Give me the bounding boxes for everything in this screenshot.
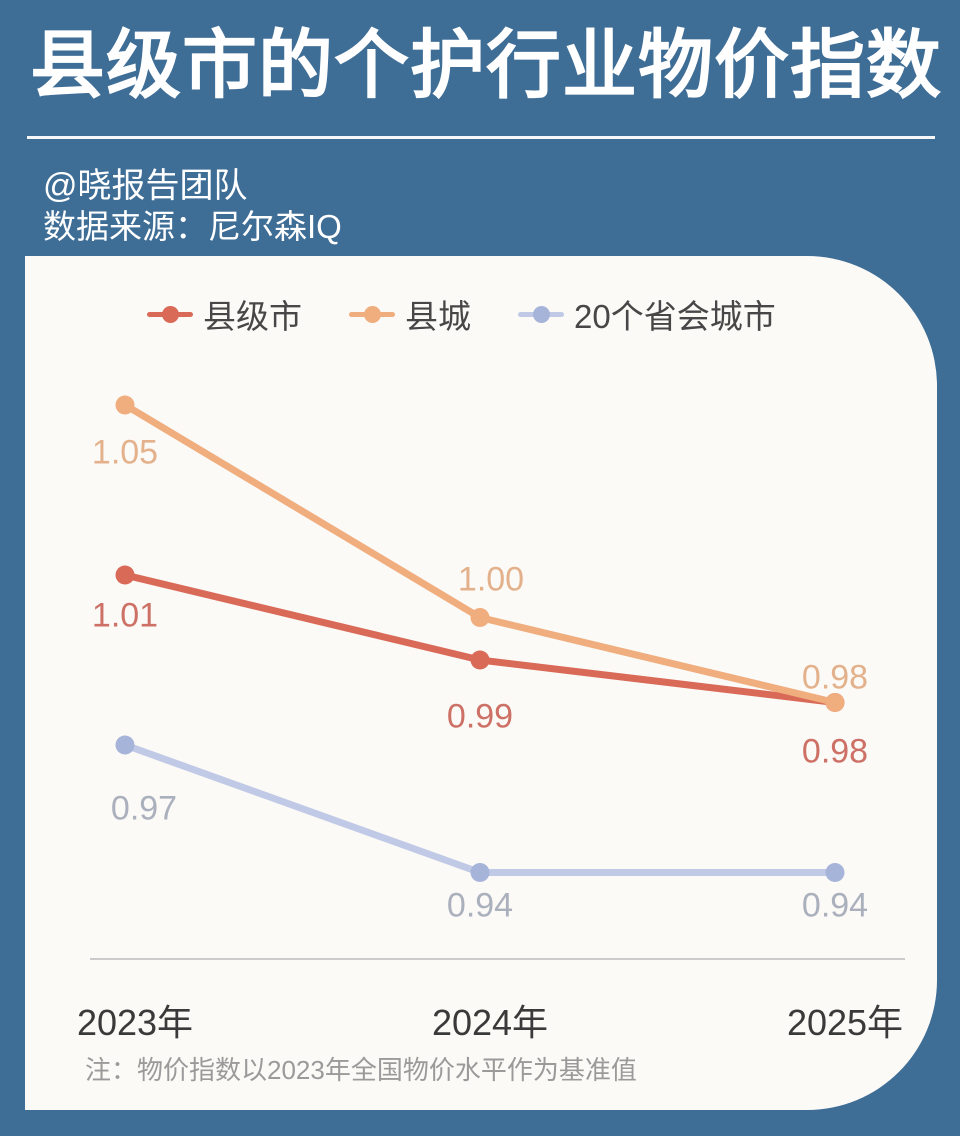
title-divider	[27, 136, 935, 139]
legend-label: 县级市	[203, 298, 302, 335]
x-tick-label-2: 2025年	[786, 1002, 904, 1043]
value-label-county-town-2: 0.98	[801, 658, 869, 696]
data-point-county-level-city-1	[470, 650, 490, 670]
legend-label: 县城	[405, 298, 471, 335]
legend-item-county-town: 县城	[349, 290, 471, 338]
data-point-capital-cities-1	[470, 863, 490, 882]
legend-label: 20个省会城市	[574, 298, 776, 335]
legend-item-county-level-city: 县级市	[147, 290, 302, 338]
data-point-county-level-city-0	[115, 565, 135, 585]
value-label-county-town-1: 1.00	[457, 560, 525, 598]
page-title: 县级市的个护行业物价指数	[30, 23, 943, 107]
legend-marker-icon	[147, 305, 193, 323]
value-label-capital-cities-0: 0.97	[110, 789, 178, 828]
chart-card: 县级市 县城 20个省会城市 1.01 0.99 0.98 1.05 1.00 0.98 0.9…	[25, 256, 937, 1110]
value-label-county-level-city-2: 0.98	[801, 732, 869, 770]
data-point-county-town-2	[825, 693, 845, 712]
data-point-capital-cities-0	[115, 735, 135, 755]
value-label-county-level-city-0: 1.01	[91, 596, 159, 635]
legend-marker-icon	[349, 305, 395, 323]
value-label-county-level-city-1: 0.99	[446, 697, 514, 736]
line-chart	[115, 395, 845, 882]
chart-note: 注：物价指数以2023年全国物价水平作为基准值	[85, 1055, 637, 1085]
byline: @晓报告团队	[43, 167, 248, 205]
legend-item-capital-cities: 20个省会城市	[518, 290, 776, 338]
legend-marker-icon	[518, 305, 564, 323]
x-axis-line	[90, 958, 905, 960]
value-label-capital-cities-2: 0.94	[801, 886, 869, 924]
series-line-capital-cities	[121, 741, 839, 876]
x-tick-label-1: 2024年	[431, 1002, 549, 1043]
data-source: 数据来源：尼尔森IQ	[43, 208, 342, 245]
x-tick-label-0: 2023年	[76, 1002, 194, 1043]
data-point-county-town-0	[115, 395, 135, 415]
value-label-county-town-0: 1.05	[91, 433, 159, 472]
value-label-capital-cities-1: 0.94	[446, 886, 514, 924]
chart-legend: 县级市 县城 20个省会城市	[147, 296, 776, 335]
data-point-county-town-1	[470, 608, 490, 627]
data-point-capital-cities-2	[825, 863, 845, 882]
